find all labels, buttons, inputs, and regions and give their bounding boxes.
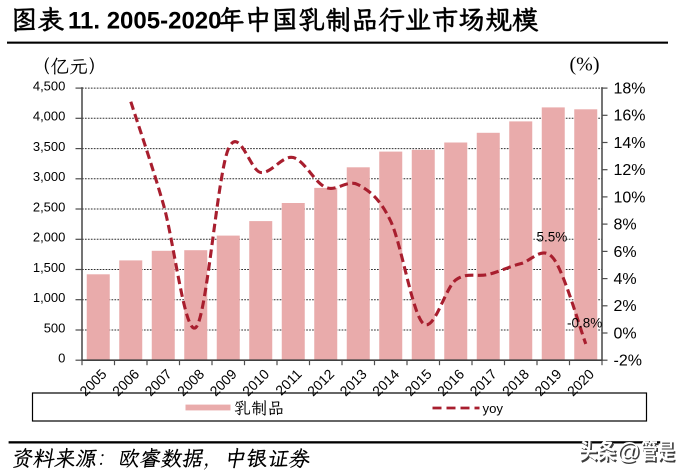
svg-text:8%: 8% xyxy=(614,217,637,234)
svg-text:3,500: 3,500 xyxy=(33,139,66,154)
svg-text:-0.8%: -0.8% xyxy=(567,316,602,331)
svg-text:yoy: yoy xyxy=(483,401,504,416)
svg-text:1,500: 1,500 xyxy=(33,260,66,275)
svg-text:-2%: -2% xyxy=(614,353,642,370)
svg-text:2%: 2% xyxy=(614,298,637,315)
svg-text:0%: 0% xyxy=(614,325,637,342)
svg-text:11. 2005-2020: 11. 2005-2020 xyxy=(68,7,221,34)
svg-text:14%: 14% xyxy=(614,135,646,152)
svg-text:(%): (%) xyxy=(570,54,600,76)
svg-text:500: 500 xyxy=(44,320,66,335)
svg-text:10%: 10% xyxy=(614,189,646,206)
svg-text:16%: 16% xyxy=(614,108,646,125)
svg-text:5.5%: 5.5% xyxy=(537,230,568,245)
svg-text:3,000: 3,000 xyxy=(33,169,66,184)
svg-text:1,000: 1,000 xyxy=(33,290,66,305)
svg-text:2,000: 2,000 xyxy=(33,230,66,245)
svg-text:0: 0 xyxy=(58,351,65,366)
svg-text:2,500: 2,500 xyxy=(33,199,66,214)
svg-text:18%: 18% xyxy=(614,81,646,98)
svg-text:4%: 4% xyxy=(614,271,637,288)
svg-text:12%: 12% xyxy=(614,162,646,179)
svg-text:6%: 6% xyxy=(614,244,637,261)
svg-text:4,000: 4,000 xyxy=(33,109,66,124)
svg-text:4,500: 4,500 xyxy=(33,79,66,94)
